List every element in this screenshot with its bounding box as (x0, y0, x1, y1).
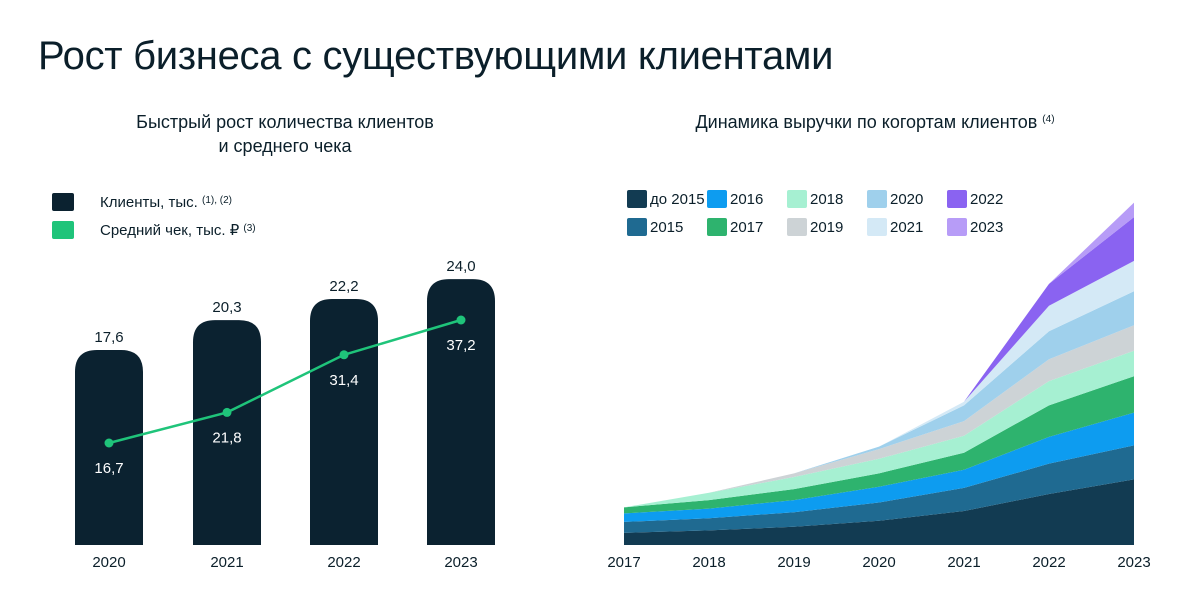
point-label-2022: 31,4 (329, 372, 358, 389)
legend-item-2020: 2020 (867, 188, 947, 210)
legend-item-до-2015: до 2015 (627, 188, 707, 210)
bar-label-2021: 20,3 (212, 299, 241, 316)
legend-label: 2018 (810, 190, 844, 208)
legend-swatch (787, 190, 807, 208)
x-tick-2021: 2021 (210, 554, 243, 571)
area-cohort-до-2015 (624, 479, 1134, 545)
legend-item-2017: 2017 (707, 216, 787, 238)
left-chart-title: Быстрый рост количества клиентов и средн… (90, 110, 480, 158)
legend-label: 2015 (650, 218, 684, 236)
legend-item-2016: 2016 (707, 188, 787, 210)
bar-clients-2022 (310, 299, 378, 545)
x-tick-2023: 2023 (444, 554, 477, 571)
area-cohort-2015 (624, 445, 1134, 533)
legend-item-2021: 2021 (867, 216, 947, 238)
right-chart-title-footnote: (4) (1042, 114, 1055, 125)
right-chart-title-text: Динамика выручки по когортам клиентов (695, 112, 1038, 132)
bar-clients-2021 (193, 320, 261, 545)
legend-label: 2023 (970, 218, 1004, 236)
legend-swatch (867, 190, 887, 208)
x-tick-area-2018: 2018 (692, 554, 725, 571)
x-tick-area-2023: 2023 (1117, 554, 1150, 571)
legend-item-2015: 2015 (627, 216, 707, 238)
legend-swatch (627, 218, 647, 236)
legend-label-avg-check: Средний чек, тыс. ₽ (100, 222, 240, 239)
left-chart-title-line2: и среднего чека (218, 136, 352, 156)
x-tick-area-2021: 2021 (947, 554, 980, 571)
legend-label: 2019 (810, 218, 844, 236)
legend-label: до 2015 (650, 190, 705, 208)
legend-footnote-avg-check: (3) (243, 222, 256, 234)
point-avg-check-2022 (339, 350, 349, 360)
bar-label-2020: 17,6 (94, 329, 123, 346)
x-tick-area-2017: 2017 (607, 554, 640, 571)
legend-label-clients: Клиенты, тыс. (100, 193, 198, 211)
right-legend: до 2015 2016 2018 2020 2022 2015 2017 2019 2021 2… (627, 188, 1067, 238)
x-tick-area-2019: 2019 (777, 554, 810, 571)
right-chart-title: Динамика выручки по когортам клиентов (4… (640, 110, 1110, 134)
legend-swatch-clients (52, 193, 74, 211)
legend-item-2022: 2022 (947, 188, 1027, 210)
legend-item-clients: Клиенты, тыс. (1), (2) (52, 188, 256, 216)
legend-item-2023: 2023 (947, 216, 1027, 238)
legend-label: 2021 (890, 218, 924, 236)
point-label-2020: 16,7 (94, 460, 123, 477)
legend-swatch (947, 190, 967, 208)
legend-label: 2017 (730, 218, 764, 236)
legend-swatch (867, 218, 887, 236)
x-tick-area-2022: 2022 (1032, 554, 1065, 571)
area-cohort-2016 (624, 412, 1134, 522)
point-avg-check-2020 (104, 438, 114, 448)
legend-item-2019: 2019 (787, 216, 867, 238)
legend-item-2018: 2018 (787, 188, 867, 210)
left-legend: Клиенты, тыс. (1), (2) Средний чек, тыс.… (52, 188, 256, 244)
legend-label: 2016 (730, 190, 764, 208)
legend-swatch (627, 190, 647, 208)
legend-footnote-clients: (1), (2) (201, 194, 232, 206)
point-label-2023: 37,2 (446, 337, 475, 354)
legend-swatch (707, 190, 727, 208)
line-avg-check (108, 318, 462, 445)
x-tick-area-2020: 2020 (862, 554, 895, 571)
point-avg-check-2021 (222, 407, 232, 417)
bar-clients-2023 (427, 279, 495, 545)
x-tick-2022: 2022 (327, 554, 360, 571)
legend-item-avg-check: Средний чек, тыс. ₽ (3) (52, 216, 256, 244)
point-avg-check-2023 (456, 315, 466, 325)
legend-swatch (787, 218, 807, 236)
legend-swatch (707, 218, 727, 236)
legend-swatch (947, 218, 967, 236)
legend-swatch-avg-check (52, 221, 74, 239)
x-tick-2020: 2020 (92, 554, 125, 571)
legend-label: 2022 (970, 190, 1004, 208)
area-cohort-2017 (624, 376, 1134, 514)
left-chart-title-line1: Быстрый рост количества клиентов (136, 112, 434, 132)
point-label-2021: 21,8 (212, 429, 241, 446)
bar-label-2023: 24,0 (446, 258, 475, 275)
bar-label-2022: 22,2 (329, 278, 358, 295)
legend-label: 2020 (890, 190, 924, 208)
page-title: Рост бизнеса с существующими клиентами (38, 34, 834, 78)
